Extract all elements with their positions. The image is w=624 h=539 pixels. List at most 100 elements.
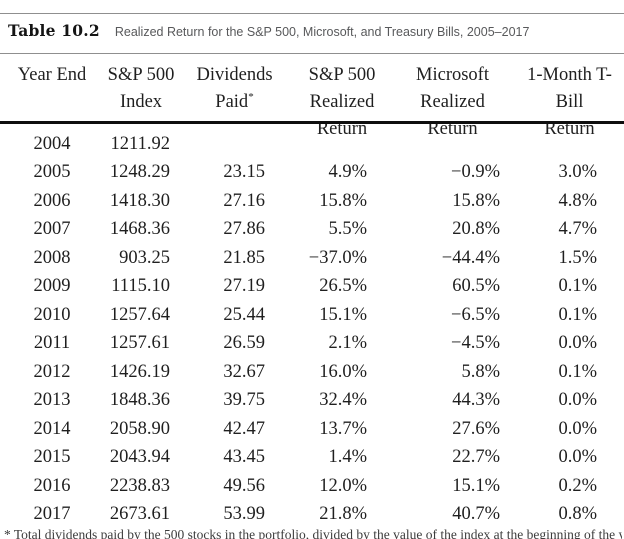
cell-tbill-return: 0.0% bbox=[558, 447, 597, 468]
cell-dividends-paid: 23.15 bbox=[223, 162, 265, 183]
column-header-dividends-paid: Dividends Paid* bbox=[187, 60, 282, 143]
cell-sp500-realized-return: 15.1% bbox=[319, 304, 367, 325]
column-header-sp500-realized-return: S&P 500 Realized Return bbox=[291, 60, 393, 143]
cell-sp500-index: 1211.92 bbox=[110, 133, 170, 154]
cell-tbill-return: 4.7% bbox=[558, 219, 597, 240]
cell-dividends-paid: 49.56 bbox=[223, 475, 265, 496]
column-header-line2-text: Paid bbox=[215, 92, 249, 112]
cell-dividends-paid: 32.67 bbox=[223, 361, 265, 382]
cell-sp500-realized-return: 13.7% bbox=[319, 418, 367, 439]
cell-year: 2015 bbox=[33, 447, 71, 468]
cell-year: 2017 bbox=[33, 504, 71, 525]
cell-microsoft-realized-return: −0.9% bbox=[451, 162, 500, 183]
cell-microsoft-realized-return: 20.8% bbox=[452, 219, 500, 240]
cell-dividends-paid: 43.45 bbox=[223, 447, 265, 468]
cell-microsoft-realized-return: 27.6% bbox=[452, 418, 500, 439]
table-header-row: Year End S&P 500 Index Dividends Paid* S… bbox=[14, 60, 612, 143]
cell-dividends-paid: 39.75 bbox=[223, 390, 265, 411]
table-row: 2015 2043.94 43.45 1.4% 22.7% 0.0% bbox=[14, 444, 598, 473]
cell-tbill-return: 3.0% bbox=[558, 162, 597, 183]
column-header-sp500-index: S&P 500 Index bbox=[101, 60, 181, 143]
cell-microsoft-realized-return: 5.8% bbox=[461, 361, 500, 382]
cell-dividends-paid: 42.47 bbox=[223, 418, 265, 439]
cell-dividends-paid: 27.86 bbox=[223, 219, 265, 240]
cell-sp500-index: 2058.90 bbox=[109, 418, 170, 439]
cell-sp500-index: 2238.83 bbox=[109, 475, 170, 496]
table-caption: Table 10.2 Realized Return for the S&P 5… bbox=[8, 21, 620, 40]
cell-sp500-index: 1257.64 bbox=[109, 304, 170, 325]
cell-dividends-paid: 25.44 bbox=[223, 304, 265, 325]
cell-sp500-realized-return: 2.1% bbox=[328, 333, 367, 354]
cell-microsoft-realized-return: 44.3% bbox=[452, 390, 500, 411]
cell-year: 2010 bbox=[33, 304, 71, 325]
cell-microsoft-realized-return: −6.5% bbox=[451, 304, 500, 325]
column-header-microsoft-realized-return: Microsoft Realized Return bbox=[386, 60, 519, 143]
column-header-line1: Microsoft Realized bbox=[416, 65, 489, 112]
column-header-line2: Paid* bbox=[187, 89, 282, 116]
table-row: 2011 1257.61 26.59 2.1% −4.5% 0.0% bbox=[14, 330, 597, 359]
table-row: 2016 2238.83 49.56 12.0% 15.1% 0.2% bbox=[14, 472, 598, 501]
cell-sp500-realized-return: 5.5% bbox=[328, 219, 367, 240]
cell-year: 2005 bbox=[33, 162, 71, 183]
cell-microsoft-realized-return: 40.7% bbox=[452, 504, 500, 525]
cell-dividends-paid: 53.99 bbox=[223, 504, 265, 525]
table-caption-label: Table 10.2 bbox=[8, 21, 100, 40]
footnote-asterisk: * bbox=[248, 90, 254, 103]
table-row: 2004 1211.92 bbox=[14, 130, 597, 159]
cell-sp500-index: 1248.29 bbox=[109, 162, 170, 183]
column-header-line2: Index bbox=[119, 92, 163, 112]
cell-sp500-realized-return: 4.9% bbox=[328, 162, 367, 183]
cell-sp500-realized-return: 32.4% bbox=[319, 390, 367, 411]
cell-dividends-paid: 26.59 bbox=[223, 333, 265, 354]
cell-sp500-index: 2673.61 bbox=[109, 504, 170, 525]
cell-microsoft-realized-return: 15.1% bbox=[452, 475, 500, 496]
cell-tbill-return: 0.2% bbox=[558, 475, 597, 496]
cell-dividends-paid: 27.16 bbox=[223, 190, 265, 211]
cell-year: 2013 bbox=[33, 390, 71, 411]
cell-sp500-realized-return: 12.0% bbox=[319, 475, 367, 496]
column-header-line2: Return bbox=[427, 119, 478, 139]
cell-microsoft-realized-return: 22.7% bbox=[452, 447, 500, 468]
table-row: 2005 1248.29 23.15 4.9% −0.9% 3.0% bbox=[14, 159, 598, 188]
cell-year: 2007 bbox=[33, 219, 71, 240]
cell-tbill-return: 4.8% bbox=[558, 190, 597, 211]
cell-sp500-index: 1115.10 bbox=[111, 276, 170, 297]
column-header-line1: S&P 500 bbox=[107, 65, 175, 85]
cell-year: 2011 bbox=[33, 333, 71, 354]
cell-sp500-index: 1468.36 bbox=[109, 219, 170, 240]
cell-sp500-realized-return: 1.4% bbox=[328, 447, 367, 468]
cell-year: 2014 bbox=[33, 418, 71, 439]
cell-tbill-return: 0.1% bbox=[558, 304, 597, 325]
cell-sp500-index: 903.25 bbox=[119, 247, 170, 268]
column-header-tbill-return: 1-Month T-Bill Return bbox=[521, 60, 618, 143]
table-row: 2006 1418.30 27.16 15.8% 15.8% 4.8% bbox=[14, 187, 598, 216]
cell-year: 2012 bbox=[33, 361, 71, 382]
cell-year: 2004 bbox=[33, 133, 71, 154]
cell-microsoft-realized-return: 60.5% bbox=[452, 276, 500, 297]
cell-sp500-index: 1426.19 bbox=[109, 361, 170, 382]
cell-tbill-return: 1.5% bbox=[558, 247, 597, 268]
table-row: 2014 2058.90 42.47 13.7% 27.6% 0.0% bbox=[14, 415, 598, 444]
table-row: 2013 1848.36 39.75 32.4% 44.3% 0.0% bbox=[14, 387, 598, 416]
column-header-line2: Return bbox=[316, 119, 368, 139]
cell-tbill-return: 0.0% bbox=[558, 390, 597, 411]
cell-sp500-realized-return: −37.0% bbox=[308, 247, 367, 268]
table-row: 2009 1115.10 27.19 26.5% 60.5% 0.1% bbox=[14, 273, 598, 302]
cell-dividends-paid: 21.85 bbox=[223, 247, 265, 268]
cell-tbill-return: 0.8% bbox=[558, 504, 597, 525]
cell-tbill-return: 0.1% bbox=[558, 361, 597, 382]
column-header-line1: S&P 500 Realized bbox=[308, 65, 376, 112]
cell-sp500-index: 2043.94 bbox=[109, 447, 170, 468]
cell-year: 2008 bbox=[33, 247, 71, 268]
cell-year: 2009 bbox=[33, 276, 71, 297]
cell-microsoft-realized-return: 15.8% bbox=[452, 190, 500, 211]
top-rule bbox=[0, 13, 624, 14]
cell-dividends-paid: 27.19 bbox=[223, 276, 265, 297]
cell-microsoft-realized-return: −44.4% bbox=[441, 247, 500, 268]
table-row: 2008 903.25 21.85 −37.0% −44.4% 1.5% bbox=[14, 244, 598, 273]
column-header-line2: Return bbox=[544, 119, 595, 139]
table-row: 2010 1257.64 25.44 15.1% −6.5% 0.1% bbox=[14, 301, 598, 330]
table-row: 2007 1468.36 27.86 5.5% 20.8% 4.7% bbox=[14, 216, 598, 245]
cell-microsoft-realized-return: −4.5% bbox=[451, 333, 500, 354]
